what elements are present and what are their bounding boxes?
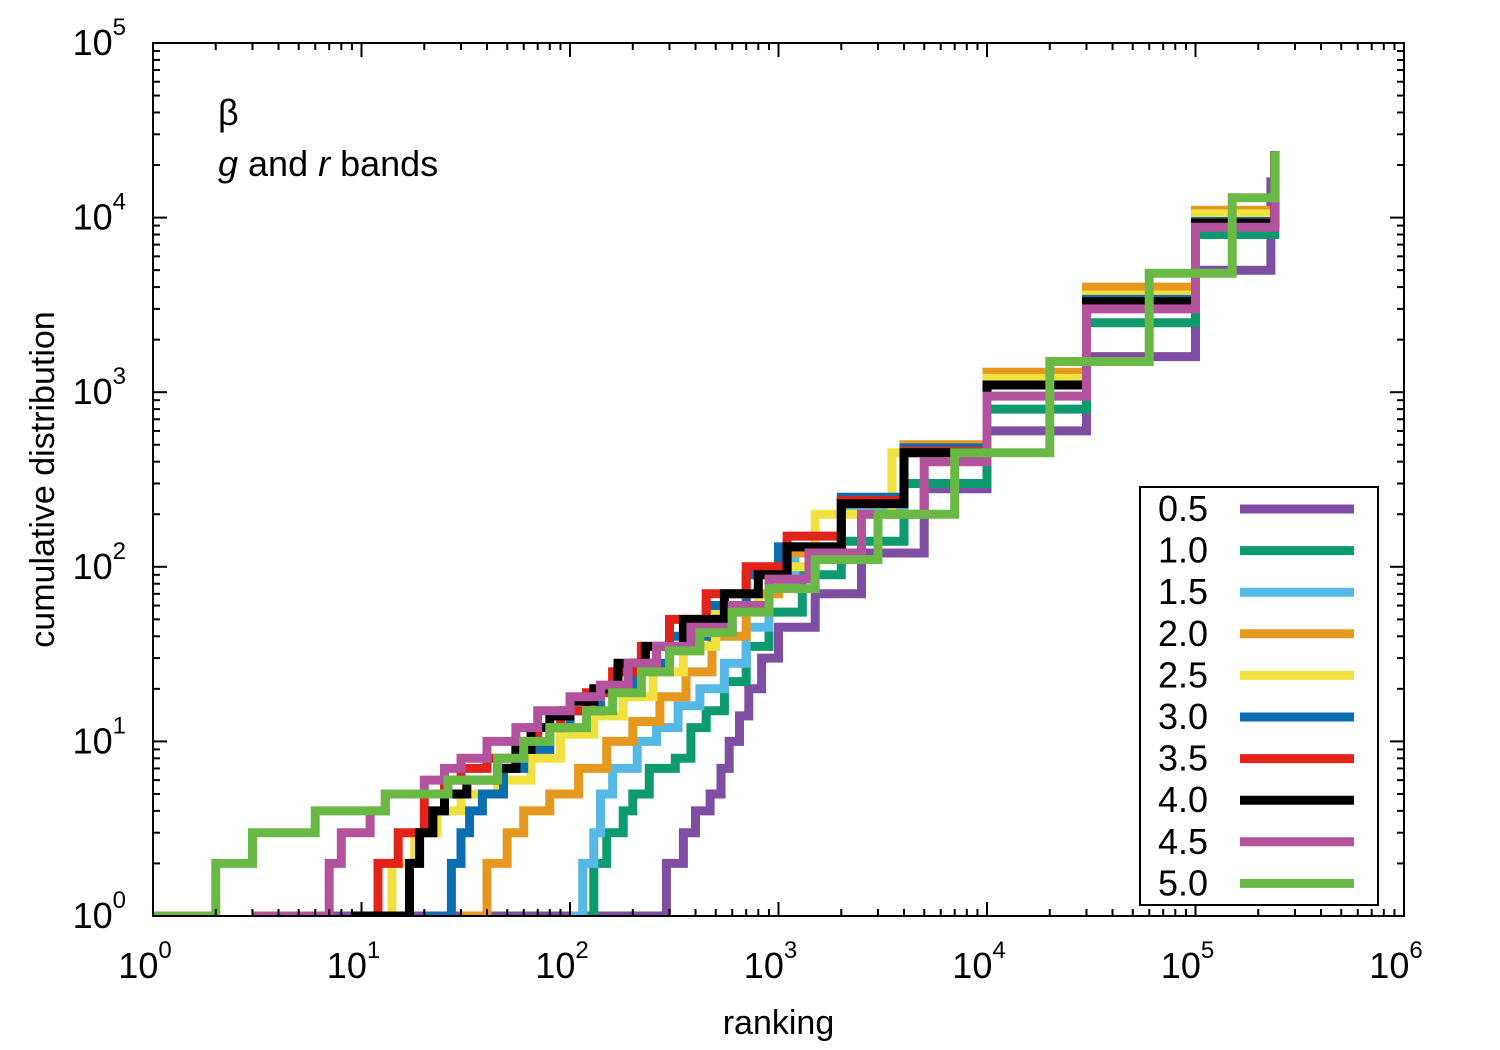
x-tick-label: 106 xyxy=(1369,937,1422,986)
annotation-bands: g and r bands xyxy=(218,143,438,184)
x-tick-label: 101 xyxy=(327,937,380,986)
legend-label-3.0: 3.0 xyxy=(1158,696,1208,737)
legend-label-4.5: 4.5 xyxy=(1158,821,1208,862)
y-tick-label: 103 xyxy=(73,363,126,412)
annotation-symbol: β xyxy=(218,92,239,133)
x-tick-label: 100 xyxy=(118,937,171,986)
annotation-part-and: and xyxy=(238,143,318,184)
legend-label-3.5: 3.5 xyxy=(1158,738,1208,779)
series-line-4.5 xyxy=(252,151,1280,916)
series-line-3.5 xyxy=(352,151,1280,916)
x-tick-label: 103 xyxy=(744,937,797,986)
series-layer xyxy=(153,151,1280,916)
legend-label-2.0: 2.0 xyxy=(1158,613,1208,654)
y-tick-label: 104 xyxy=(73,189,126,238)
y-axis-label: cumulative distribution xyxy=(24,311,62,647)
ticks-layer xyxy=(152,42,1405,917)
x-tick-label: 104 xyxy=(952,937,1005,986)
legend-label-4.0: 4.0 xyxy=(1158,779,1208,820)
y-tick-label: 101 xyxy=(73,712,126,761)
y-tick-label: 100 xyxy=(73,887,126,936)
series-line-0.5 xyxy=(252,177,1276,916)
annotation-part-g: g xyxy=(218,143,238,184)
x-tick-label: 102 xyxy=(535,937,588,986)
legend-label-1.0: 1.0 xyxy=(1158,530,1208,571)
legend-label-2.5: 2.5 xyxy=(1158,654,1208,695)
legend-label-0.5: 0.5 xyxy=(1158,488,1208,529)
x-tick-label: 105 xyxy=(1161,937,1214,986)
annotation-part-r: r xyxy=(318,143,332,184)
annotation-part-bands: bands xyxy=(330,143,438,184)
x-axis-label: ranking xyxy=(723,1004,835,1042)
series-line-5.0 xyxy=(153,151,1280,916)
y-tick-label: 102 xyxy=(73,538,126,587)
labels-layer: 100 101 102 103 104 105 106 100 101 102 103 104 105 xyxy=(73,14,1423,986)
legend-box xyxy=(1139,486,1379,906)
legend-label-5.0: 5.0 xyxy=(1158,862,1208,903)
legend: 0.51.01.52.02.53.03.54.04.55.0 xyxy=(1139,486,1379,906)
y-tick-label: 105 xyxy=(73,14,126,63)
legend-label-1.5: 1.5 xyxy=(1158,571,1208,612)
